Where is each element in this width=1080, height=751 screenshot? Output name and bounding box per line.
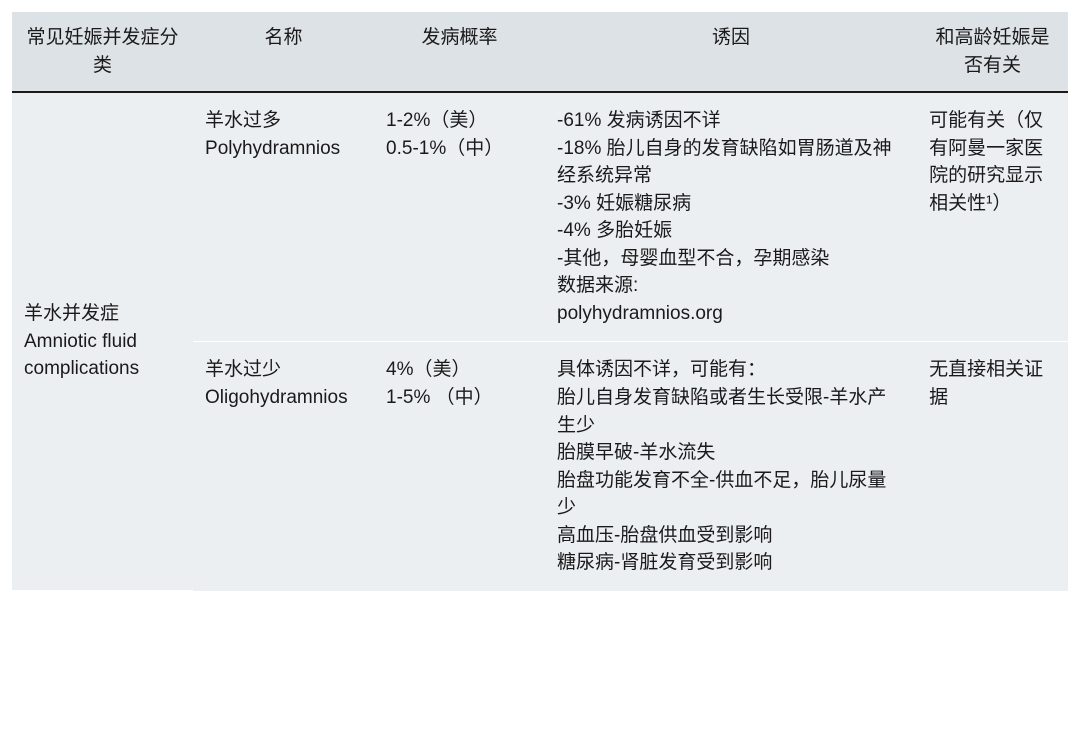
col-header-category: 常见妊娠并发症分类 xyxy=(12,12,193,92)
col-header-text: 发病概率 xyxy=(422,27,498,48)
cell-relation: 可能有关（仅有阿曼一家医院的研究显示相关性¹） xyxy=(917,92,1068,342)
rate-text: 4%（美） 1-5% （中） xyxy=(386,359,493,408)
cell-name: 羊水过多 Polyhydramnios xyxy=(193,92,374,342)
cause-text: -61% 发病诱因不详 -18% 胎儿自身的发育缺陷如胃肠道及神经系统异常 -3… xyxy=(557,110,892,324)
cell-relation: 无直接相关证据 xyxy=(917,342,1068,591)
col-header-relation: 和高龄妊娠是否有关 xyxy=(917,12,1068,92)
cell-cause: 具体诱因不详，可能有： 胎儿自身发育缺陷或者生长受限-羊水产生少 胎膜早破-羊水… xyxy=(545,342,917,591)
complications-table: 常见妊娠并发症分类 名称 发病概率 诱因 和高龄妊娠是否有关 羊水并发症 Amn… xyxy=(12,12,1068,591)
col-header-rate: 发病概率 xyxy=(374,12,545,92)
cell-cause: -61% 发病诱因不详 -18% 胎儿自身的发育缺陷如胃肠道及神经系统异常 -3… xyxy=(545,92,917,342)
name-text: 羊水过少 Oligohydramnios xyxy=(205,359,348,408)
table-container: 常见妊娠并发症分类 名称 发病概率 诱因 和高龄妊娠是否有关 羊水并发症 Amn… xyxy=(0,0,1080,751)
col-header-text: 诱因 xyxy=(712,27,750,48)
name-text: 羊水过多 Polyhydramnios xyxy=(205,110,340,159)
table-row: 羊水并发症 Amniotic fluid complications 羊水过多 … xyxy=(12,92,1068,342)
rate-text: 1-2%（美） 0.5-1%（中） xyxy=(386,110,503,159)
relation-text: 无直接相关证据 xyxy=(929,359,1043,408)
cell-rate: 1-2%（美） 0.5-1%（中） xyxy=(374,92,545,342)
category-label: 羊水并发症 Amniotic fluid complications xyxy=(24,303,139,379)
cell-category: 羊水并发症 Amniotic fluid complications xyxy=(12,92,193,591)
header-row: 常见妊娠并发症分类 名称 发病概率 诱因 和高龄妊娠是否有关 xyxy=(12,12,1068,92)
relation-text: 可能有关（仅有阿曼一家医院的研究显示相关性¹） xyxy=(929,110,1043,214)
cell-rate: 4%（美） 1-5% （中） xyxy=(374,342,545,591)
col-header-name: 名称 xyxy=(193,12,374,92)
col-header-text: 常见妊娠并发症分类 xyxy=(27,27,179,76)
cell-name: 羊水过少 Oligohydramnios xyxy=(193,342,374,591)
col-header-cause: 诱因 xyxy=(545,12,917,92)
cause-text: 具体诱因不详，可能有： 胎儿自身发育缺陷或者生长受限-羊水产生少 胎膜早破-羊水… xyxy=(557,359,886,573)
col-header-text: 名称 xyxy=(265,27,303,48)
col-header-text: 和高龄妊娠是否有关 xyxy=(936,27,1050,76)
